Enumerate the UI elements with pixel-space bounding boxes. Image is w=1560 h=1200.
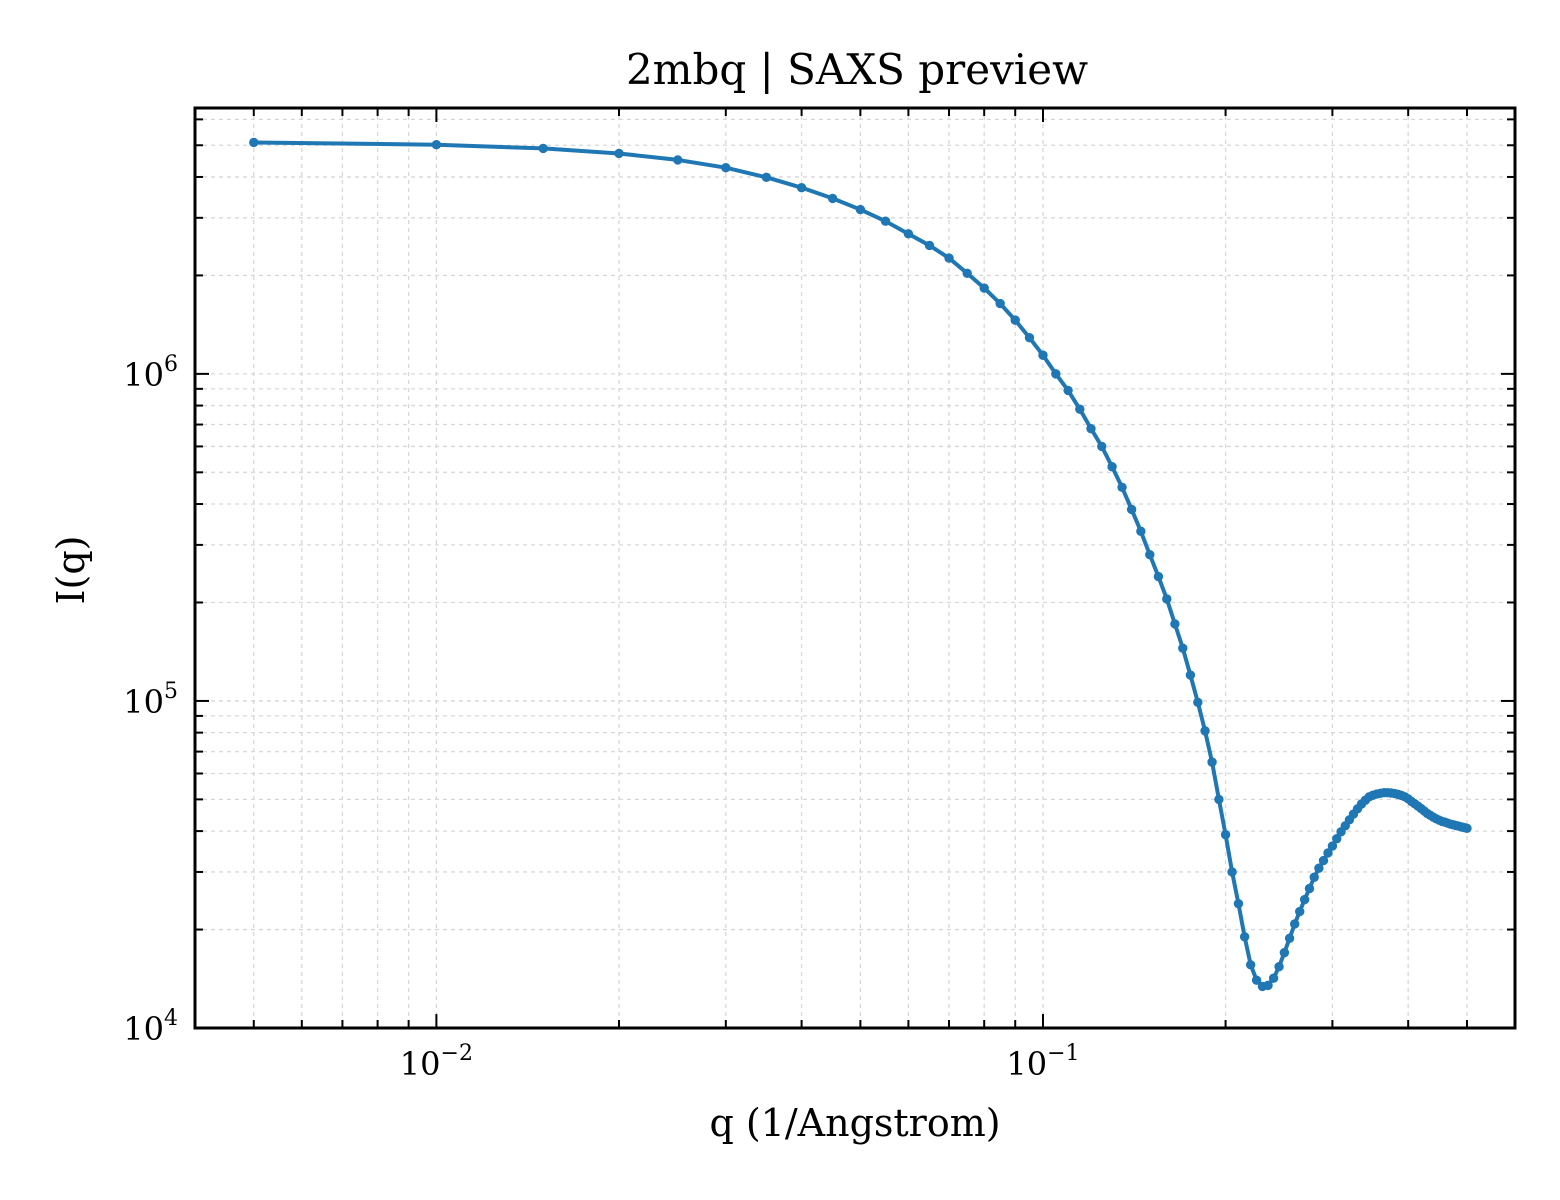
data-point (1207, 757, 1217, 767)
data-point (1178, 643, 1188, 653)
data-point (1010, 315, 1020, 325)
data-point (1107, 462, 1117, 472)
x-tick-label: 10−1 (1006, 1041, 1079, 1083)
data-point (979, 283, 989, 293)
data-point (1279, 947, 1290, 958)
data-point (1200, 726, 1210, 736)
data-point (1245, 960, 1256, 970)
data-point (1290, 919, 1300, 929)
data-point (1323, 848, 1333, 858)
data-point (1274, 961, 1284, 972)
data-point (1233, 898, 1244, 909)
data-point (1075, 404, 1085, 414)
data-point (1136, 526, 1146, 537)
data-point (796, 182, 807, 193)
data-point (1251, 975, 1262, 985)
data-point (855, 204, 866, 215)
data-point (1332, 834, 1342, 844)
y-tick-label: 106 (123, 352, 178, 394)
data-point (249, 137, 259, 148)
data-point (1185, 670, 1196, 680)
chart-title: 2mbq | SAXS preview (626, 45, 1088, 94)
data-point (880, 216, 891, 226)
plot-frame (193, 106, 1517, 1030)
data-point (721, 162, 731, 173)
data-point (1038, 350, 1048, 360)
data-point (1117, 482, 1127, 492)
data-point (1193, 697, 1203, 708)
data-point (1170, 619, 1180, 629)
data-point (1162, 594, 1172, 604)
data-point (1126, 504, 1137, 515)
data-point (1284, 933, 1295, 944)
data-point (761, 172, 772, 183)
data-point (903, 229, 914, 239)
data-point (1309, 872, 1319, 882)
y-axis-label: I(q) (49, 536, 93, 605)
data-point (962, 268, 972, 278)
data-point (1145, 549, 1155, 560)
data-point (1051, 369, 1061, 379)
x-axis-label: q (1/Angstrom) (709, 1101, 1000, 1145)
axis-ticks: 10−2 10−1 104 105 106 (123, 108, 1516, 1083)
data-point (673, 155, 683, 165)
data-point (1024, 333, 1035, 343)
data-point (924, 240, 935, 251)
data-point (944, 253, 954, 263)
data-point (1086, 423, 1096, 434)
data-point (1304, 883, 1315, 894)
data-point (1227, 867, 1237, 877)
data-point (1220, 829, 1231, 840)
data-point (1263, 980, 1273, 991)
data-point (1295, 906, 1305, 917)
data-point (1299, 894, 1310, 905)
data-point (1063, 385, 1073, 396)
data-point (1097, 441, 1107, 452)
data-point (1327, 841, 1338, 851)
data-point (827, 193, 838, 204)
data-point (1268, 973, 1279, 983)
data-point (995, 298, 1005, 309)
y-tick-label: 105 (123, 679, 178, 721)
data-point (1462, 823, 1472, 833)
data-point (1153, 571, 1164, 582)
data-series (249, 137, 1472, 992)
data-point (431, 140, 442, 150)
x-tick-label: 10−2 (400, 1041, 473, 1083)
data-point (1239, 932, 1250, 942)
y-tick-label: 104 (123, 1006, 178, 1048)
data-point (614, 148, 624, 159)
data-point (538, 143, 548, 154)
data-point (1214, 794, 1224, 805)
data-point (1314, 863, 1324, 873)
data-point (1318, 855, 1329, 866)
